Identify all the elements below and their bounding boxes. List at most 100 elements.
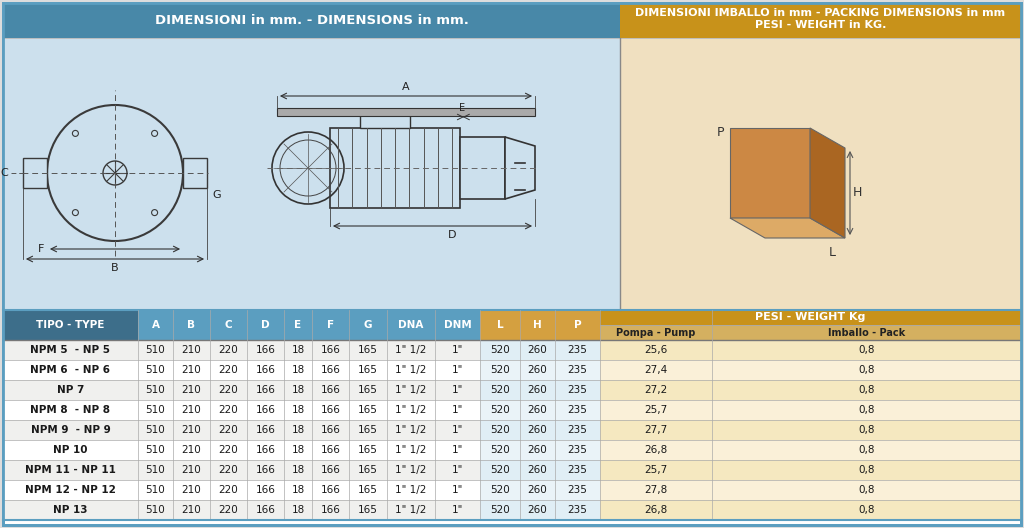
Text: 260: 260 — [527, 445, 548, 455]
FancyBboxPatch shape — [600, 360, 1021, 380]
Text: E: E — [295, 320, 301, 330]
Text: 27,8: 27,8 — [644, 485, 668, 495]
Text: 0,8: 0,8 — [858, 345, 874, 355]
Text: 220: 220 — [219, 485, 239, 495]
FancyBboxPatch shape — [480, 440, 600, 460]
Text: 235: 235 — [567, 425, 588, 435]
FancyBboxPatch shape — [480, 400, 600, 420]
Text: NPM 8  - NP 8: NPM 8 - NP 8 — [31, 405, 111, 415]
Text: C: C — [0, 168, 8, 178]
Text: 520: 520 — [490, 405, 510, 415]
Text: 260: 260 — [527, 405, 548, 415]
Text: P: P — [573, 320, 582, 330]
FancyBboxPatch shape — [600, 340, 1021, 360]
Text: G: G — [212, 190, 220, 200]
Text: 25,6: 25,6 — [644, 345, 668, 355]
Text: F: F — [38, 244, 44, 254]
Text: 18: 18 — [292, 345, 304, 355]
Text: F: F — [327, 320, 334, 330]
Text: 235: 235 — [567, 365, 588, 375]
Text: B: B — [187, 320, 196, 330]
FancyBboxPatch shape — [3, 340, 1021, 360]
Text: 520: 520 — [490, 385, 510, 395]
Text: 260: 260 — [527, 345, 548, 355]
Text: 166: 166 — [321, 445, 340, 455]
FancyBboxPatch shape — [600, 400, 1021, 420]
Text: 235: 235 — [567, 505, 588, 515]
Text: 210: 210 — [181, 345, 202, 355]
Text: 220: 220 — [219, 505, 239, 515]
Text: 166: 166 — [256, 485, 275, 495]
FancyBboxPatch shape — [330, 128, 460, 208]
FancyBboxPatch shape — [600, 325, 1021, 340]
Text: 220: 220 — [219, 385, 239, 395]
Text: 165: 165 — [358, 465, 378, 475]
Text: P: P — [717, 127, 724, 139]
Text: B: B — [112, 263, 119, 273]
Text: 18: 18 — [292, 405, 304, 415]
Text: A: A — [402, 82, 410, 92]
FancyBboxPatch shape — [3, 420, 1021, 440]
Text: 25,7: 25,7 — [644, 465, 668, 475]
Text: 510: 510 — [145, 445, 165, 455]
Text: 1": 1" — [452, 365, 463, 375]
Text: 520: 520 — [490, 465, 510, 475]
Text: 510: 510 — [145, 485, 165, 495]
Text: 18: 18 — [292, 465, 304, 475]
Text: 1" 1/2: 1" 1/2 — [395, 485, 427, 495]
Text: 0,8: 0,8 — [858, 365, 874, 375]
Text: 520: 520 — [490, 425, 510, 435]
Text: 1": 1" — [452, 465, 463, 475]
Text: 166: 166 — [321, 345, 340, 355]
Text: 1" 1/2: 1" 1/2 — [395, 445, 427, 455]
Text: G: G — [364, 320, 373, 330]
Text: 235: 235 — [567, 385, 588, 395]
Text: 166: 166 — [321, 425, 340, 435]
Text: 166: 166 — [321, 485, 340, 495]
Text: L: L — [829, 246, 836, 259]
Text: 166: 166 — [256, 425, 275, 435]
FancyBboxPatch shape — [600, 380, 1021, 400]
Text: 27,4: 27,4 — [644, 365, 668, 375]
Text: 510: 510 — [145, 365, 165, 375]
Text: 235: 235 — [567, 405, 588, 415]
Text: 166: 166 — [256, 385, 275, 395]
Text: 18: 18 — [292, 365, 304, 375]
FancyBboxPatch shape — [460, 137, 505, 199]
Text: 165: 165 — [358, 425, 378, 435]
Polygon shape — [730, 128, 810, 218]
FancyBboxPatch shape — [3, 3, 620, 38]
FancyBboxPatch shape — [480, 360, 600, 380]
Text: 0,8: 0,8 — [858, 465, 874, 475]
Text: 1" 1/2: 1" 1/2 — [395, 345, 427, 355]
Text: 0,8: 0,8 — [858, 485, 874, 495]
Text: 1" 1/2: 1" 1/2 — [395, 405, 427, 415]
FancyBboxPatch shape — [620, 3, 1021, 38]
FancyBboxPatch shape — [3, 360, 1021, 380]
Text: 220: 220 — [219, 425, 239, 435]
Text: 510: 510 — [145, 385, 165, 395]
FancyBboxPatch shape — [3, 460, 1021, 480]
Text: DNA: DNA — [398, 320, 424, 330]
Text: 260: 260 — [527, 385, 548, 395]
Text: 235: 235 — [567, 445, 588, 455]
Text: NPM 5  - NP 5: NPM 5 - NP 5 — [31, 345, 111, 355]
Text: 260: 260 — [527, 465, 548, 475]
Text: 18: 18 — [292, 505, 304, 515]
Text: NP 7: NP 7 — [56, 385, 84, 395]
Polygon shape — [810, 128, 845, 238]
FancyBboxPatch shape — [3, 440, 1021, 460]
Text: NPM 11 - NP 11: NPM 11 - NP 11 — [25, 465, 116, 475]
Text: 0,8: 0,8 — [858, 425, 874, 435]
Text: 210: 210 — [181, 365, 202, 375]
Text: TIPO - TYPE: TIPO - TYPE — [36, 320, 104, 330]
FancyBboxPatch shape — [3, 310, 138, 340]
Text: 210: 210 — [181, 485, 202, 495]
Text: 210: 210 — [181, 405, 202, 415]
Text: 26,8: 26,8 — [644, 505, 668, 515]
FancyBboxPatch shape — [183, 158, 207, 188]
Text: 510: 510 — [145, 425, 165, 435]
Text: 210: 210 — [181, 425, 202, 435]
Text: C: C — [224, 320, 232, 330]
Text: NPM 6  - NP 6: NPM 6 - NP 6 — [31, 365, 111, 375]
